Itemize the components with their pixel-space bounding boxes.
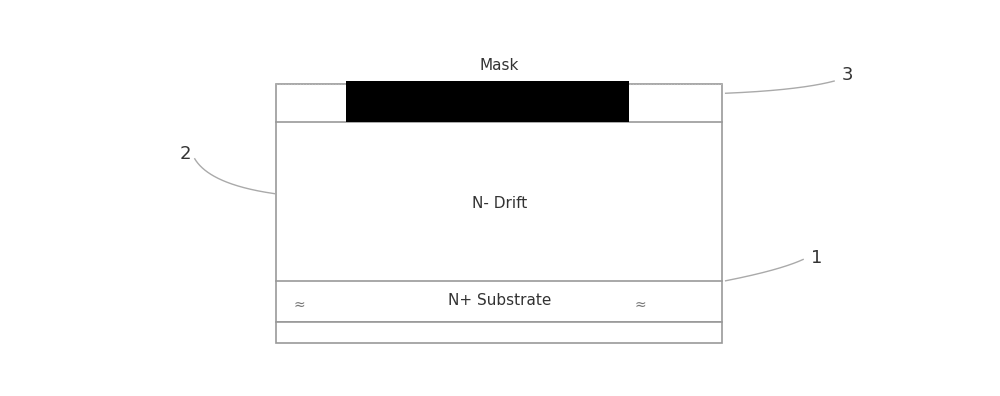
Bar xyxy=(346,81,629,122)
Text: 3: 3 xyxy=(842,66,853,84)
Text: N+ Substrate: N+ Substrate xyxy=(448,293,551,308)
Text: ≈: ≈ xyxy=(635,298,646,312)
Text: ≈: ≈ xyxy=(294,298,305,312)
Text: N- Drift: N- Drift xyxy=(472,196,527,211)
Text: 2: 2 xyxy=(179,145,191,163)
Bar xyxy=(276,84,722,322)
Text: 1: 1 xyxy=(811,249,822,267)
Bar xyxy=(276,322,722,343)
Text: Mask: Mask xyxy=(480,59,519,73)
